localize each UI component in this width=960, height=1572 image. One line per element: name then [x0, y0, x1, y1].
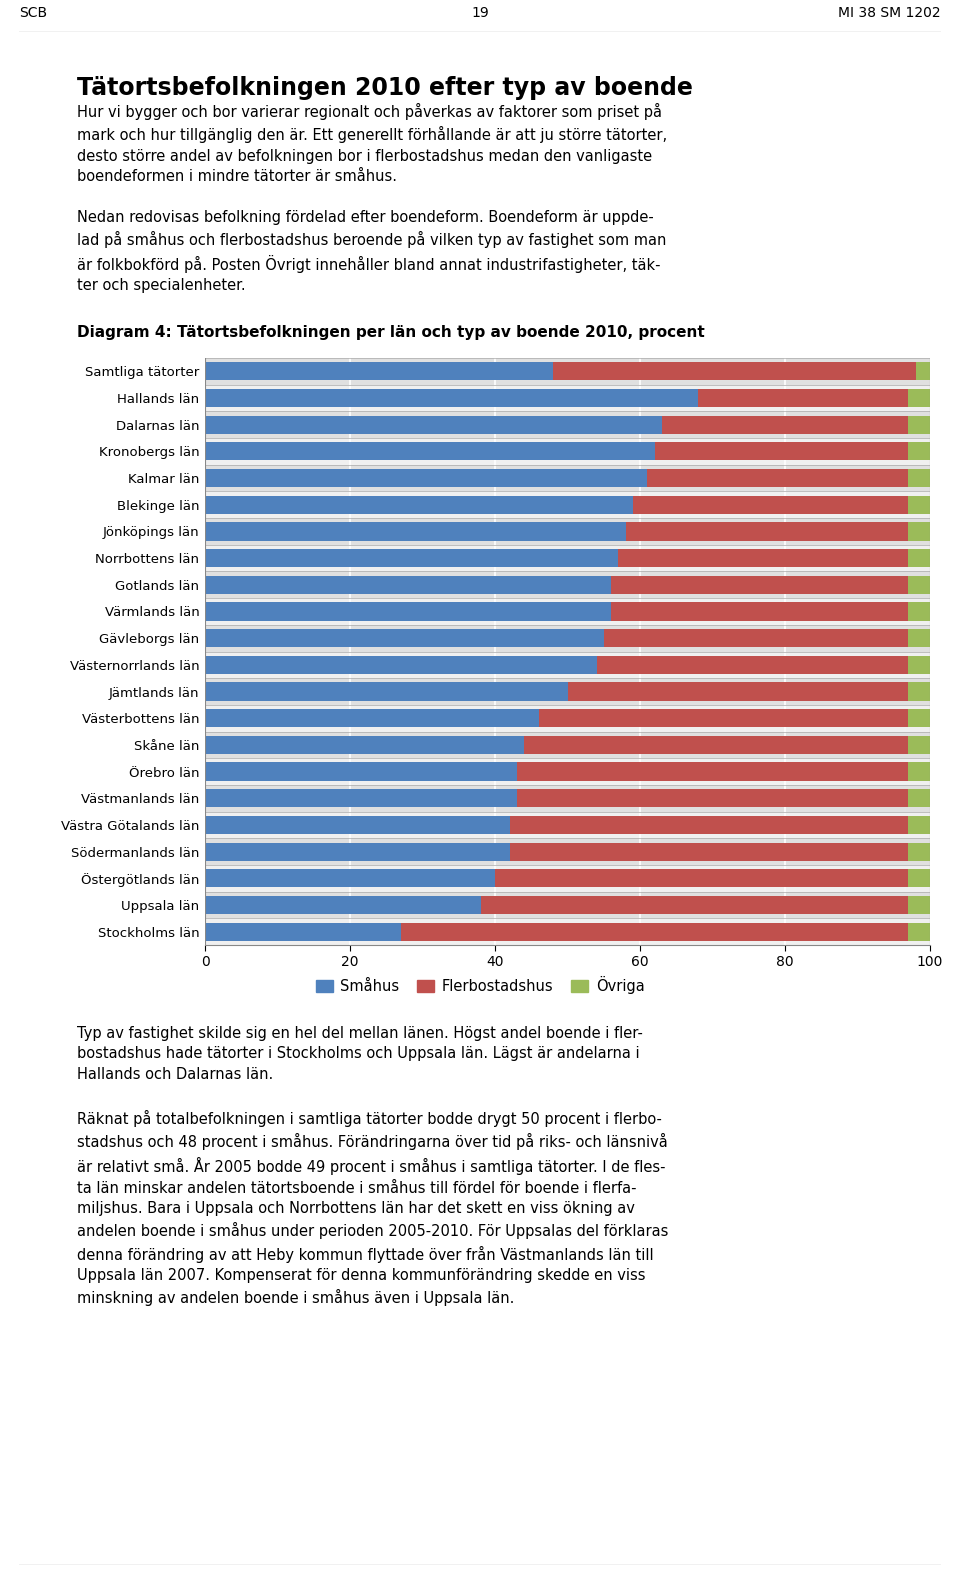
- Bar: [510, 843, 908, 861]
- Bar: [205, 789, 516, 808]
- Bar: [481, 896, 908, 913]
- Bar: [567, 682, 908, 701]
- Bar: [908, 682, 930, 701]
- Bar: [908, 468, 930, 487]
- Bar: [908, 629, 930, 648]
- Bar: [205, 896, 481, 913]
- Bar: [205, 412, 930, 439]
- Bar: [916, 362, 930, 380]
- Bar: [205, 495, 633, 514]
- Bar: [205, 758, 930, 784]
- Bar: [205, 597, 930, 624]
- Bar: [908, 896, 930, 913]
- Bar: [205, 784, 930, 811]
- Bar: [205, 388, 698, 407]
- Bar: [908, 602, 930, 621]
- Bar: [908, 736, 930, 755]
- Bar: [205, 651, 930, 678]
- Bar: [205, 358, 930, 385]
- Bar: [205, 545, 930, 572]
- Bar: [205, 865, 930, 891]
- Bar: [516, 789, 908, 808]
- Bar: [205, 415, 661, 434]
- Bar: [205, 709, 539, 728]
- Bar: [908, 762, 930, 781]
- Bar: [205, 811, 930, 838]
- Bar: [596, 656, 908, 674]
- Bar: [205, 624, 930, 651]
- Bar: [205, 549, 618, 567]
- Bar: [205, 891, 930, 918]
- Bar: [205, 923, 400, 940]
- Bar: [611, 602, 908, 621]
- Bar: [205, 442, 655, 461]
- Bar: [205, 439, 930, 465]
- Bar: [908, 843, 930, 861]
- Bar: [205, 816, 510, 835]
- Bar: [205, 762, 516, 781]
- Bar: [205, 385, 930, 412]
- Bar: [205, 736, 524, 755]
- Bar: [618, 549, 908, 567]
- Bar: [510, 816, 908, 835]
- Bar: [400, 923, 908, 940]
- Text: Tätortsbefolkningen 2010 efter typ av boende: Tätortsbefolkningen 2010 efter typ av bo…: [77, 75, 693, 101]
- Bar: [908, 522, 930, 541]
- Bar: [205, 838, 930, 865]
- Bar: [205, 492, 930, 519]
- Bar: [908, 388, 930, 407]
- Bar: [205, 572, 930, 597]
- Bar: [205, 869, 495, 887]
- Bar: [908, 923, 930, 940]
- Bar: [908, 495, 930, 514]
- Bar: [205, 731, 930, 758]
- Bar: [908, 656, 930, 674]
- Bar: [524, 736, 908, 755]
- Bar: [205, 843, 510, 861]
- Bar: [205, 362, 553, 380]
- Bar: [205, 465, 930, 492]
- Bar: [908, 789, 930, 808]
- Bar: [698, 388, 908, 407]
- Bar: [205, 704, 930, 731]
- Bar: [661, 415, 908, 434]
- Bar: [908, 575, 930, 594]
- Text: 19: 19: [471, 6, 489, 19]
- Text: SCB: SCB: [19, 6, 47, 19]
- Bar: [908, 709, 930, 728]
- Bar: [205, 522, 626, 541]
- Bar: [604, 629, 908, 648]
- Text: Hur vi bygger och bor varierar regionalt och påverkas av faktorer som priset på
: Hur vi bygger och bor varierar regionalt…: [77, 104, 667, 184]
- Bar: [633, 495, 908, 514]
- Text: Typ av fastighet skilde sig en hel del mellan länen. Högst andel boende i fler-
: Typ av fastighet skilde sig en hel del m…: [77, 1027, 642, 1082]
- Bar: [205, 629, 604, 648]
- Bar: [495, 869, 908, 887]
- Text: Diagram 4: Tätortsbefolkningen per län och typ av boende 2010, procent: Diagram 4: Tätortsbefolkningen per län o…: [77, 325, 705, 340]
- Bar: [516, 762, 908, 781]
- Bar: [205, 682, 567, 701]
- Bar: [205, 656, 596, 674]
- Bar: [908, 869, 930, 887]
- Text: Nedan redovisas befolkning fördelad efter boendeform. Boendeform är uppde-
lad p: Nedan redovisas befolkning fördelad efte…: [77, 211, 666, 294]
- Bar: [205, 519, 930, 545]
- Bar: [611, 575, 908, 594]
- Bar: [205, 468, 647, 487]
- Text: MI 38 SM 1202: MI 38 SM 1202: [838, 6, 941, 19]
- Legend: Småhus, Flerbostadshus, Övriga: Småhus, Flerbostadshus, Övriga: [310, 970, 650, 1000]
- Bar: [626, 522, 908, 541]
- Bar: [205, 918, 930, 945]
- Bar: [205, 575, 611, 594]
- Bar: [908, 415, 930, 434]
- Bar: [908, 442, 930, 461]
- Bar: [205, 678, 930, 704]
- Bar: [539, 709, 908, 728]
- Bar: [205, 602, 611, 621]
- Bar: [908, 549, 930, 567]
- Bar: [647, 468, 908, 487]
- Bar: [655, 442, 908, 461]
- Bar: [908, 816, 930, 835]
- Text: Räknat på totalbefolkningen i samtliga tätorter bodde drygt 50 procent i flerbo-: Räknat på totalbefolkningen i samtliga t…: [77, 1110, 668, 1306]
- Bar: [553, 362, 916, 380]
